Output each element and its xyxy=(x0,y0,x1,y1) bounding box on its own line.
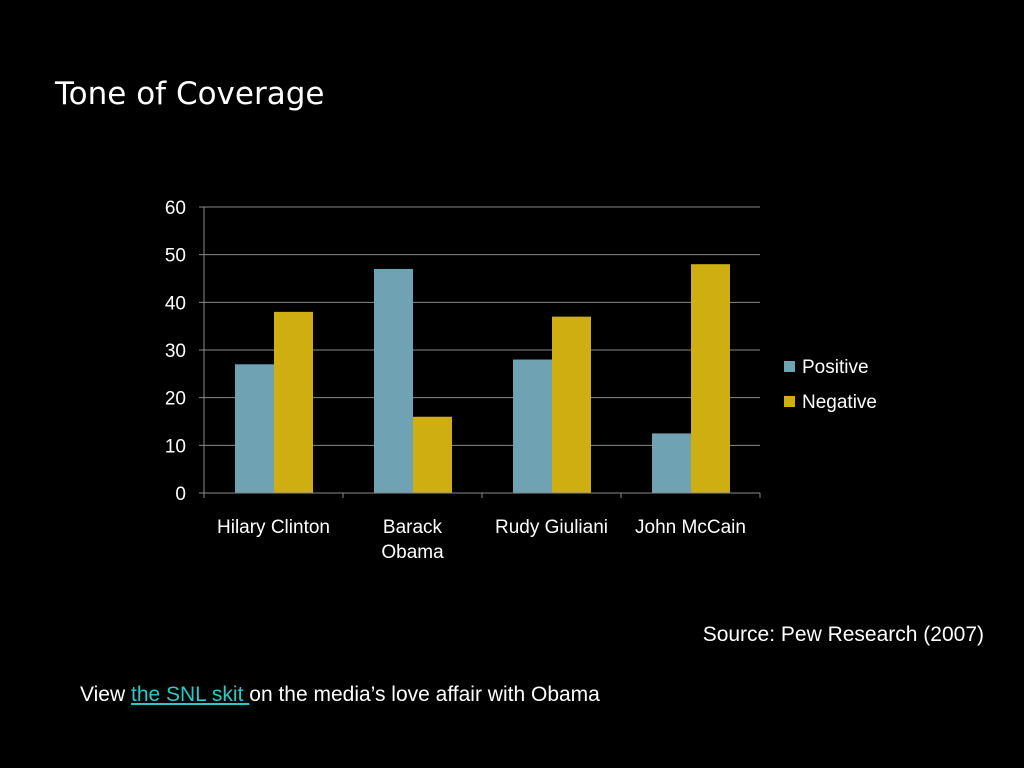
bars xyxy=(235,264,730,493)
bar-positive xyxy=(513,359,552,493)
y-tick-label: 0 xyxy=(175,484,186,505)
legend-label-positive: Positive xyxy=(802,357,869,378)
slide-title: Tone of Coverage xyxy=(55,76,325,112)
bar-negative xyxy=(552,316,591,493)
bar-positive xyxy=(374,268,413,493)
axis-labels: 0 10 20 30 40 50 60 Hilary Clinton Barack Obama Ru… xyxy=(165,198,746,563)
footer-line: View the SNL skit on the media’s love af… xyxy=(80,683,600,707)
legend: Positive Negative xyxy=(784,357,877,413)
bar-positive xyxy=(652,433,691,493)
bar-negative xyxy=(691,264,730,493)
y-tick-label: 10 xyxy=(165,436,186,457)
y-tick-label: 60 xyxy=(165,198,186,219)
legend-swatch-negative xyxy=(784,396,795,407)
x-category-label: John McCain xyxy=(635,517,746,538)
x-category-label: Hilary Clinton xyxy=(217,517,330,538)
bar-negative xyxy=(274,311,313,493)
axes xyxy=(199,206,761,498)
y-tick-label: 50 xyxy=(165,246,186,267)
footer-prefix: View xyxy=(80,683,131,706)
y-tick-label: 20 xyxy=(165,389,186,410)
snl-skit-link[interactable]: the SNL skit xyxy=(130,683,250,706)
x-category-label: Barack xyxy=(383,517,443,538)
y-tick-label: 30 xyxy=(165,341,186,362)
x-category-label: Rudy Giuliani xyxy=(495,517,608,538)
x-category-label: Obama xyxy=(381,542,444,563)
legend-swatch-positive xyxy=(784,361,795,372)
y-tick-label: 40 xyxy=(165,293,186,314)
legend-label-negative: Negative xyxy=(802,392,877,413)
bar-negative xyxy=(413,416,452,493)
source-citation: Source: Pew Research (2007) xyxy=(702,623,984,646)
bar-chart: 0 10 20 30 40 50 60 Hilary Clinton Barack Obama Ru… xyxy=(165,198,877,563)
bar-positive xyxy=(235,364,274,493)
footer-suffix: on the media’s love affair with Obama xyxy=(249,683,600,706)
